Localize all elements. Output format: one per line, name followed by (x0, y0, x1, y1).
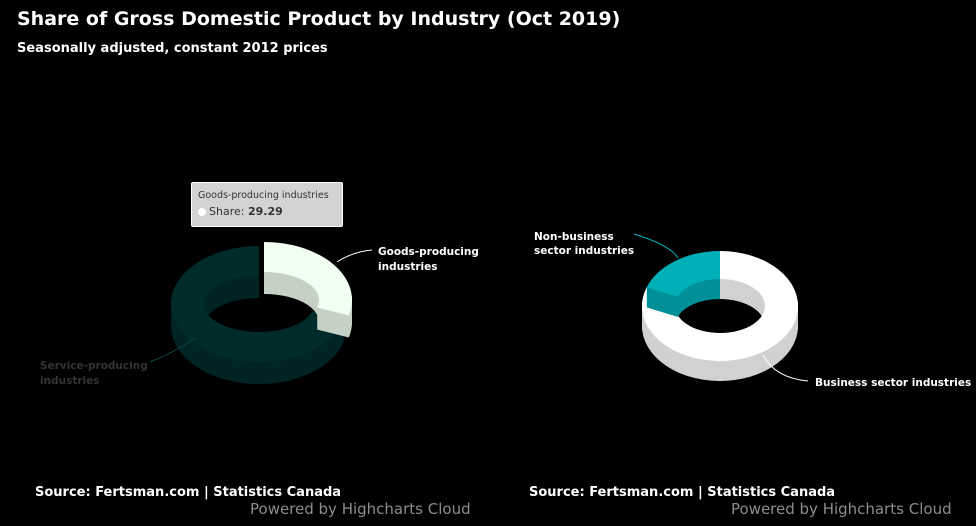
tooltip: Goods-producing industries Share: 29.29 (191, 182, 343, 227)
tooltip-label: Share: (209, 205, 245, 218)
right-donut-chart (642, 251, 799, 381)
slice-goods-producing-industries[interactable] (264, 242, 352, 338)
source-credit-right[interactable]: Source: Fertsman.com | Statistics Canada (529, 485, 836, 500)
goods-connector (336, 249, 373, 263)
slice-business-sector-industries[interactable] (642, 251, 799, 381)
powered-by-right[interactable]: Powered by Highcharts Cloud (731, 500, 952, 518)
tooltip-value: 29.29 (247, 205, 283, 218)
service-connector (149, 337, 196, 363)
biz-connector (762, 354, 809, 382)
slice-service-producing-industries[interactable] (171, 246, 344, 384)
label-service-line1[interactable]: Service-producing (40, 360, 148, 372)
chart-title: Share of Gross Domestic Product by Indus… (17, 8, 621, 30)
slice-non-business-sector-industries[interactable] (646, 251, 720, 317)
series-dot-icon (198, 208, 206, 216)
nonbiz-connector (633, 233, 679, 259)
label-nonbiz-line2[interactable]: sector industries (534, 245, 634, 257)
label-goods-line1[interactable]: Goods-producing (378, 246, 479, 258)
left-donut-chart (171, 242, 352, 384)
chart-subtitle: Seasonally adjusted, constant 2012 price… (17, 41, 328, 56)
powered-by-left[interactable]: Powered by Highcharts Cloud (250, 500, 471, 518)
label-biz[interactable]: Business sector industries (815, 377, 971, 389)
label-service-line2[interactable]: industries (40, 375, 99, 387)
tooltip-title: Goods-producing industries (198, 190, 329, 201)
label-nonbiz-line1[interactable]: Non-business (534, 231, 614, 243)
source-credit-left[interactable]: Source: Fertsman.com | Statistics Canada (35, 485, 342, 500)
label-goods-line2[interactable]: industries (378, 261, 437, 273)
